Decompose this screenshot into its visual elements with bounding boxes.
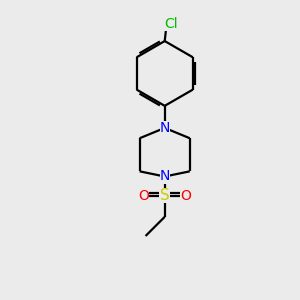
Text: N: N	[160, 169, 170, 184]
Text: Cl: Cl	[164, 17, 178, 31]
Text: S: S	[160, 188, 169, 203]
Text: O: O	[181, 189, 191, 202]
Text: N: N	[160, 121, 170, 135]
Text: O: O	[138, 189, 149, 202]
